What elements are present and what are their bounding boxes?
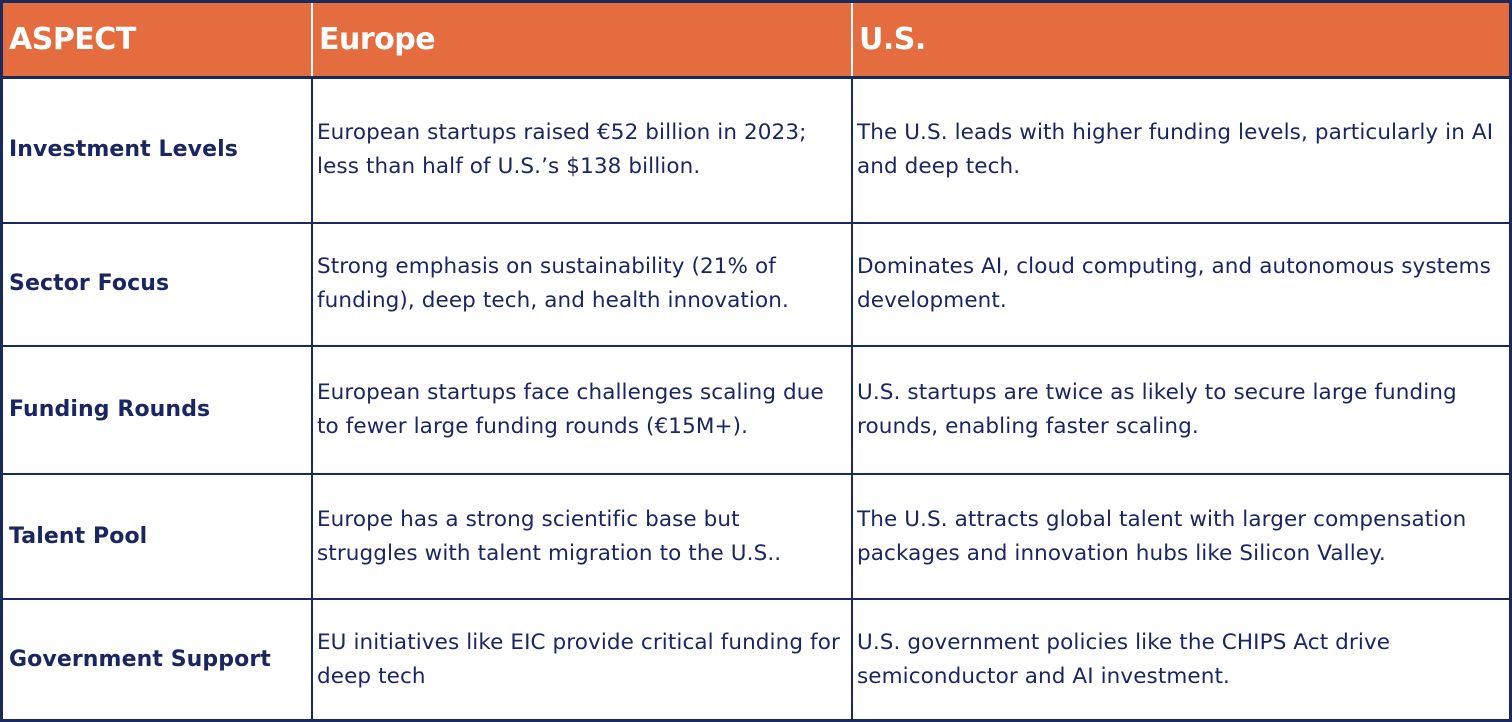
us-cell: The U.S. attracts global talent with lar… xyxy=(852,474,1509,601)
aspect-cell: Talent Pool xyxy=(3,474,313,601)
europe-cell: European startups face challenges scalin… xyxy=(312,345,853,476)
us-cell: U.S. startups are twice as likely to sec… xyxy=(852,345,1509,476)
europe-cell: EU initiatives like EIC provide critical… xyxy=(312,599,853,719)
header-us: U.S. xyxy=(852,3,1509,79)
comparison-table: ASPECT Europe U.S. Investment Levels Eur… xyxy=(3,3,1509,719)
header-row: ASPECT Europe U.S. xyxy=(3,3,1509,79)
header-aspect: ASPECT xyxy=(3,3,313,79)
table-row: Government Support EU initiatives like E… xyxy=(3,599,1509,719)
us-cell: The U.S. leads with higher funding level… xyxy=(852,77,1509,224)
europe-cell: European startups raised €52 billion in … xyxy=(312,77,853,224)
aspect-cell: Government Support xyxy=(3,599,313,719)
europe-cell: Strong emphasis on sustainability (21% o… xyxy=(312,222,853,347)
aspect-cell: Funding Rounds xyxy=(3,345,313,476)
us-cell: U.S. government policies like the CHIPS … xyxy=(857,629,1391,689)
header-europe: Europe xyxy=(312,3,853,79)
table-row: Investment Levels European startups rais… xyxy=(3,77,1509,224)
aspect-cell: Investment Levels xyxy=(3,77,313,224)
us-cell: Dominates AI, cloud computing, and auton… xyxy=(852,222,1509,347)
table-header: ASPECT Europe U.S. xyxy=(3,3,1509,79)
table-body: Investment Levels European startups rais… xyxy=(3,77,1509,719)
table-row: Sector Focus Strong emphasis on sustaina… xyxy=(3,222,1509,347)
table-row: Funding Rounds European startups face ch… xyxy=(3,345,1509,476)
aspect-cell: Sector Focus xyxy=(3,222,313,347)
table-row: Talent Pool Europe has a strong scientif… xyxy=(3,474,1509,601)
europe-cell: Europe has a strong scientific base but … xyxy=(312,474,853,601)
